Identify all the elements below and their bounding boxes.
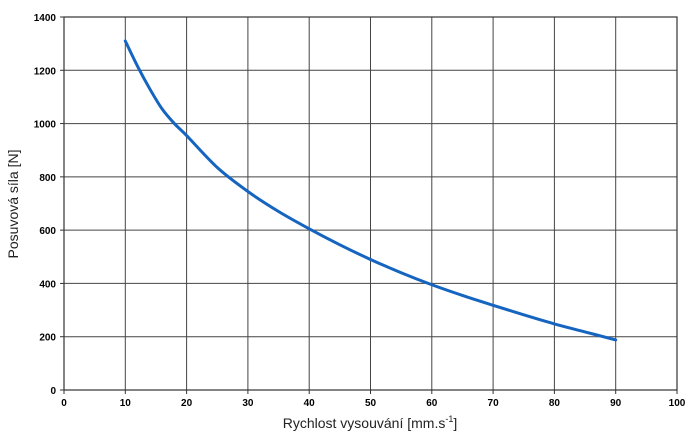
x-tick-label: 100 xyxy=(669,398,686,409)
x-tick-label: 10 xyxy=(120,398,132,409)
y-tick-label: 800 xyxy=(39,173,56,184)
x-tick-label: 30 xyxy=(242,398,254,409)
x-tick-label: 0 xyxy=(61,398,67,409)
y-tick-label: 200 xyxy=(39,333,56,344)
x-tick-label: 40 xyxy=(304,398,316,409)
y-axis-label: Posuvová síla [N] xyxy=(5,150,21,259)
x-tick-labels: 0 10 20 30 40 50 60 70 80 90 100 xyxy=(61,398,686,409)
y-tick-label: 400 xyxy=(39,279,56,290)
y-tick-label: 1200 xyxy=(34,66,57,77)
x-tick-label: 60 xyxy=(426,398,438,409)
x-tick-label: 90 xyxy=(610,398,622,409)
y-tick-label: 1400 xyxy=(34,13,57,24)
x-tick-label: 80 xyxy=(549,398,561,409)
x-axis-label: Rychlost vysouvání [mm.s-1] xyxy=(283,414,458,431)
x-tick-label: 20 xyxy=(181,398,193,409)
x-tick-label: 70 xyxy=(488,398,500,409)
y-tick-label: 600 xyxy=(39,226,56,237)
y-tick-label: 1000 xyxy=(34,120,57,131)
y-tick-label: 0 xyxy=(50,386,56,397)
y-tick-labels: 0 200 400 600 800 1000 1200 1400 xyxy=(34,13,57,397)
x-tick-label: 50 xyxy=(365,398,377,409)
